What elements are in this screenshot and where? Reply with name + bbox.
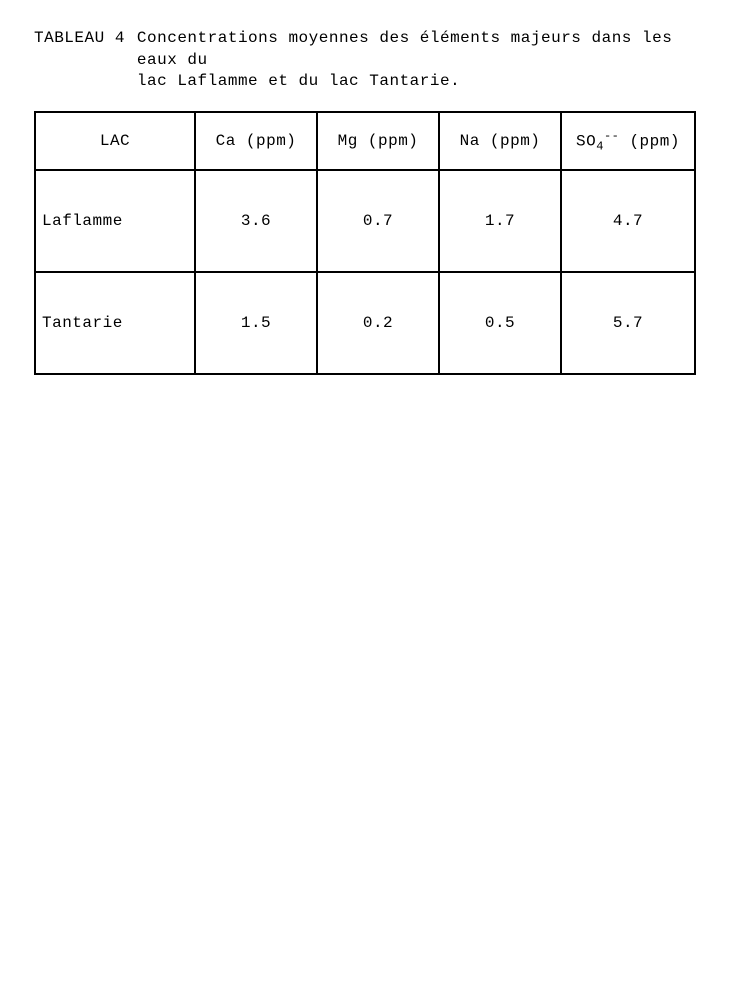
so4-sub: 4	[596, 139, 604, 153]
col-header-mg: Mg (ppm)	[317, 112, 439, 170]
header-row: LAC Ca (ppm) Mg (ppm) Na (ppm) SO4-- (pp…	[35, 112, 695, 170]
table-body: Laflamme 3.6 0.7 1.7 4.7 Tantarie 1.5 0.…	[35, 170, 695, 374]
cell-na: 1.7	[439, 170, 561, 272]
cell-lac: Laflamme	[35, 170, 195, 272]
col-header-so4: SO4-- (ppm)	[561, 112, 695, 170]
cell-so4: 4.7	[561, 170, 695, 272]
cell-mg: 0.7	[317, 170, 439, 272]
cell-so4: 5.7	[561, 272, 695, 374]
caption-text-1: Concentrations moyennes des éléments maj…	[137, 28, 695, 71]
col-header-ca: Ca (ppm)	[195, 112, 317, 170]
document-page: TABLEAU 4 Concentrations moyennes des él…	[0, 0, 729, 375]
table-caption: TABLEAU 4 Concentrations moyennes des él…	[34, 28, 695, 93]
cell-ca: 1.5	[195, 272, 317, 374]
caption-label: TABLEAU 4	[34, 28, 137, 71]
col-header-na: Na (ppm)	[439, 112, 561, 170]
so4-sup: --	[604, 129, 619, 143]
cell-lac: Tantarie	[35, 272, 195, 374]
cell-na: 0.5	[439, 272, 561, 374]
data-table: LAC Ca (ppm) Mg (ppm) Na (ppm) SO4-- (pp…	[34, 111, 696, 375]
table-row: Tantarie 1.5 0.2 0.5 5.7	[35, 272, 695, 374]
caption-line-1: TABLEAU 4 Concentrations moyennes des él…	[34, 28, 695, 71]
col-header-lac: LAC	[35, 112, 195, 170]
cell-mg: 0.2	[317, 272, 439, 374]
caption-text-2: lac Laflamme et du lac Tantarie.	[137, 71, 695, 93]
table-head: LAC Ca (ppm) Mg (ppm) Na (ppm) SO4-- (pp…	[35, 112, 695, 170]
table-row: Laflamme 3.6 0.7 1.7 4.7	[35, 170, 695, 272]
caption-line-2: lac Laflamme et du lac Tantarie.	[34, 71, 695, 93]
caption-indent	[34, 71, 137, 93]
cell-ca: 3.6	[195, 170, 317, 272]
so4-base: SO	[576, 132, 596, 150]
so4-unit: (ppm)	[619, 132, 680, 150]
